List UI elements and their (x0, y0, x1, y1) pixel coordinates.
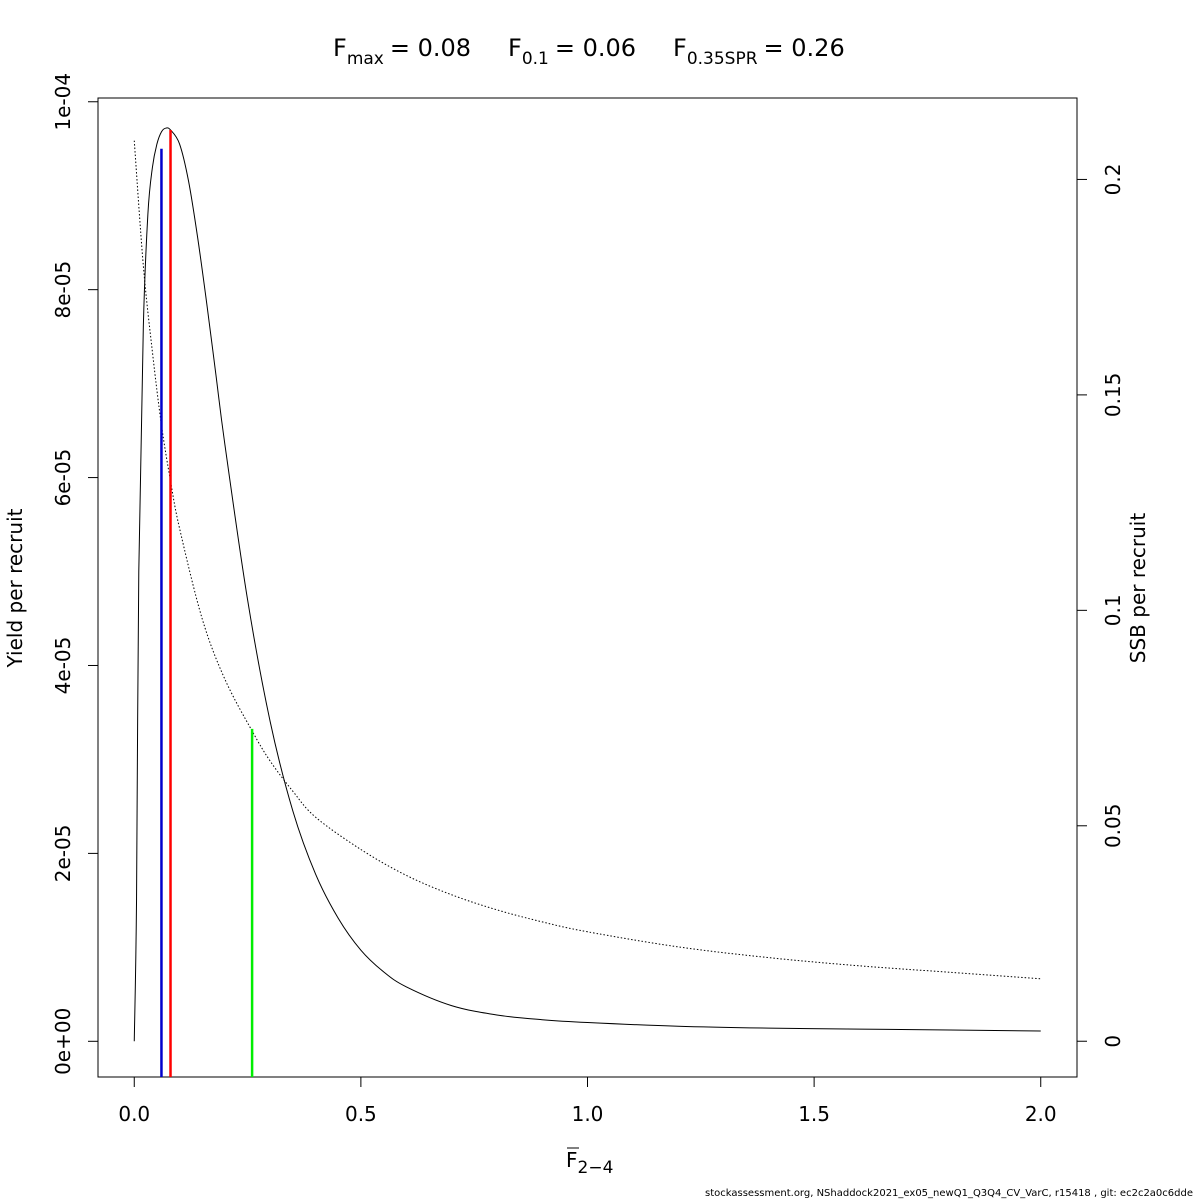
x-tick-label: 2.0 (1025, 1102, 1057, 1126)
series-layer (133, 127, 1041, 1042)
ssb-per-recruit-line (133, 140, 1041, 980)
y-right-tick-label: 0.15 (1101, 373, 1125, 418)
plot-frame (97, 97, 1078, 1078)
y-right-tick-label: 0.2 (1101, 164, 1125, 196)
y-left-tick-label: 0e+00 (51, 1008, 75, 1075)
x-axis: 0.0 0.5 1.0 1.5 2.0 (118, 1077, 1057, 1126)
y-left-tick-label: 8e-05 (51, 261, 75, 319)
footer-source: stockassessment.org, NShaddock2021_ex05_… (705, 1188, 1193, 1199)
y-left-tick-label: 4e-05 (51, 637, 75, 695)
x-axis-title: F2−4 (566, 1147, 613, 1178)
title-f01: F0.1 = 0.06 (508, 34, 636, 69)
title-f035spr: F0.35SPR = 0.26 (673, 34, 845, 69)
y-left-tick-label: 2e-05 (51, 825, 75, 883)
y-right-tick-label: 0 (1101, 1035, 1125, 1048)
y-left-tick-label: 6e-05 (51, 449, 75, 507)
title-fmax: Fmax = 0.08 (333, 34, 471, 69)
y-axis-left: 0e+00 2e-05 4e-05 6e-05 8e-05 1e-04 (51, 73, 98, 1075)
x-tick-label: 0.0 (118, 1102, 150, 1126)
x-tick-label: 1.5 (798, 1102, 830, 1126)
x-tick-label: 1.0 (572, 1102, 604, 1126)
y-axis-left-title: Yield per recruit (3, 508, 27, 668)
x-axis-title-text: F2−4 (566, 1148, 613, 1178)
y-axis-right: 0 0.05 0.1 0.15 0.2 (1077, 164, 1125, 1048)
x-tick-label: 0.5 (345, 1102, 377, 1126)
y-left-tick-label: 1e-04 (51, 73, 75, 131)
y-axis-right-title: SSB per recruit (1126, 513, 1150, 664)
y-right-tick-label: 0.05 (1101, 804, 1125, 849)
reference-lines (160, 129, 254, 1077)
y-right-tick-label: 0.1 (1101, 594, 1125, 626)
yield-per-recruit-line (133, 127, 1041, 1042)
